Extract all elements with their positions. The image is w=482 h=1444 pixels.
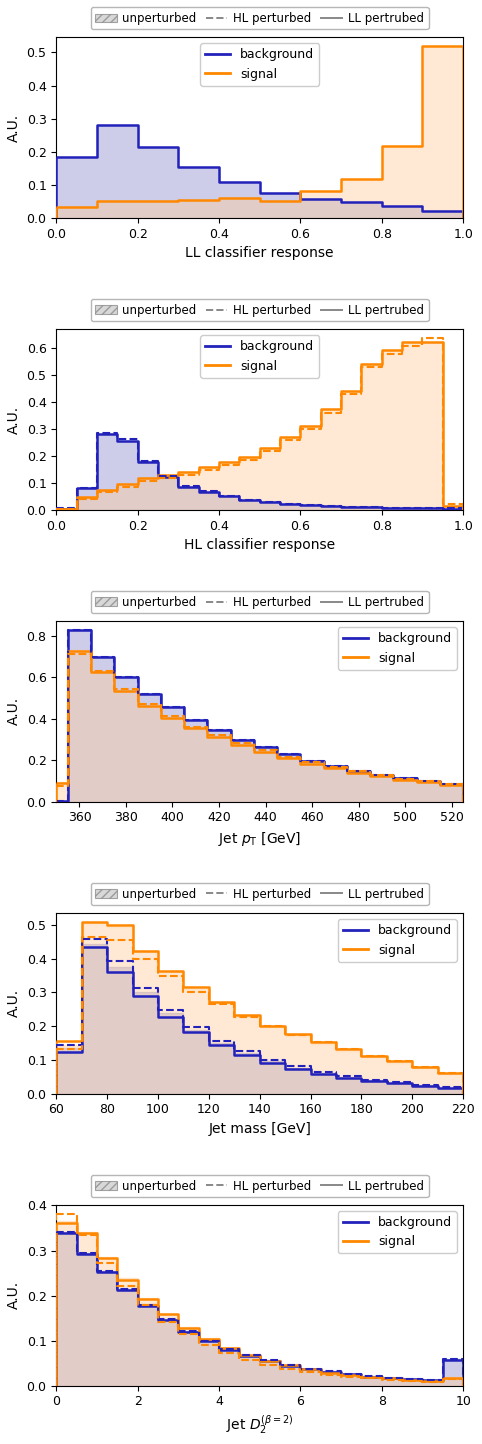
Polygon shape (56, 923, 463, 1093)
Legend: unperturbed, HL perturbed, LL pertrubed: unperturbed, HL perturbed, LL pertrubed (91, 882, 429, 905)
Polygon shape (56, 943, 463, 1093)
Polygon shape (56, 126, 463, 218)
Legend: unperturbed, HL perturbed, LL pertrubed: unperturbed, HL perturbed, LL pertrubed (91, 299, 429, 322)
Legend: unperturbed, HL perturbed, LL pertrubed: unperturbed, HL perturbed, LL pertrubed (91, 7, 429, 29)
Legend: unperturbed, HL perturbed, LL pertrubed: unperturbed, HL perturbed, LL pertrubed (91, 1175, 429, 1197)
Polygon shape (56, 1233, 463, 1386)
X-axis label: LL classifier response: LL classifier response (186, 245, 334, 260)
X-axis label: Jet $p_\mathrm{T}$ [GeV]: Jet $p_\mathrm{T}$ [GeV] (218, 830, 301, 848)
Polygon shape (56, 650, 463, 801)
X-axis label: Jet mass [GeV]: Jet mass [GeV] (208, 1122, 311, 1136)
Polygon shape (56, 46, 463, 218)
Polygon shape (56, 435, 463, 510)
Legend: unperturbed, HL perturbed, LL pertrubed: unperturbed, HL perturbed, LL pertrubed (91, 591, 429, 614)
Y-axis label: A.U.: A.U. (7, 1281, 21, 1310)
Y-axis label: A.U.: A.U. (7, 114, 21, 142)
Y-axis label: A.U.: A.U. (7, 406, 21, 433)
X-axis label: HL classifier response: HL classifier response (184, 539, 335, 552)
X-axis label: Jet $D_2^{(\beta=2)}$: Jet $D_2^{(\beta=2)}$ (226, 1414, 294, 1437)
Y-axis label: A.U.: A.U. (7, 697, 21, 725)
Polygon shape (56, 1222, 463, 1386)
Y-axis label: A.U.: A.U. (7, 989, 21, 1018)
Polygon shape (56, 342, 463, 510)
Polygon shape (56, 630, 463, 801)
